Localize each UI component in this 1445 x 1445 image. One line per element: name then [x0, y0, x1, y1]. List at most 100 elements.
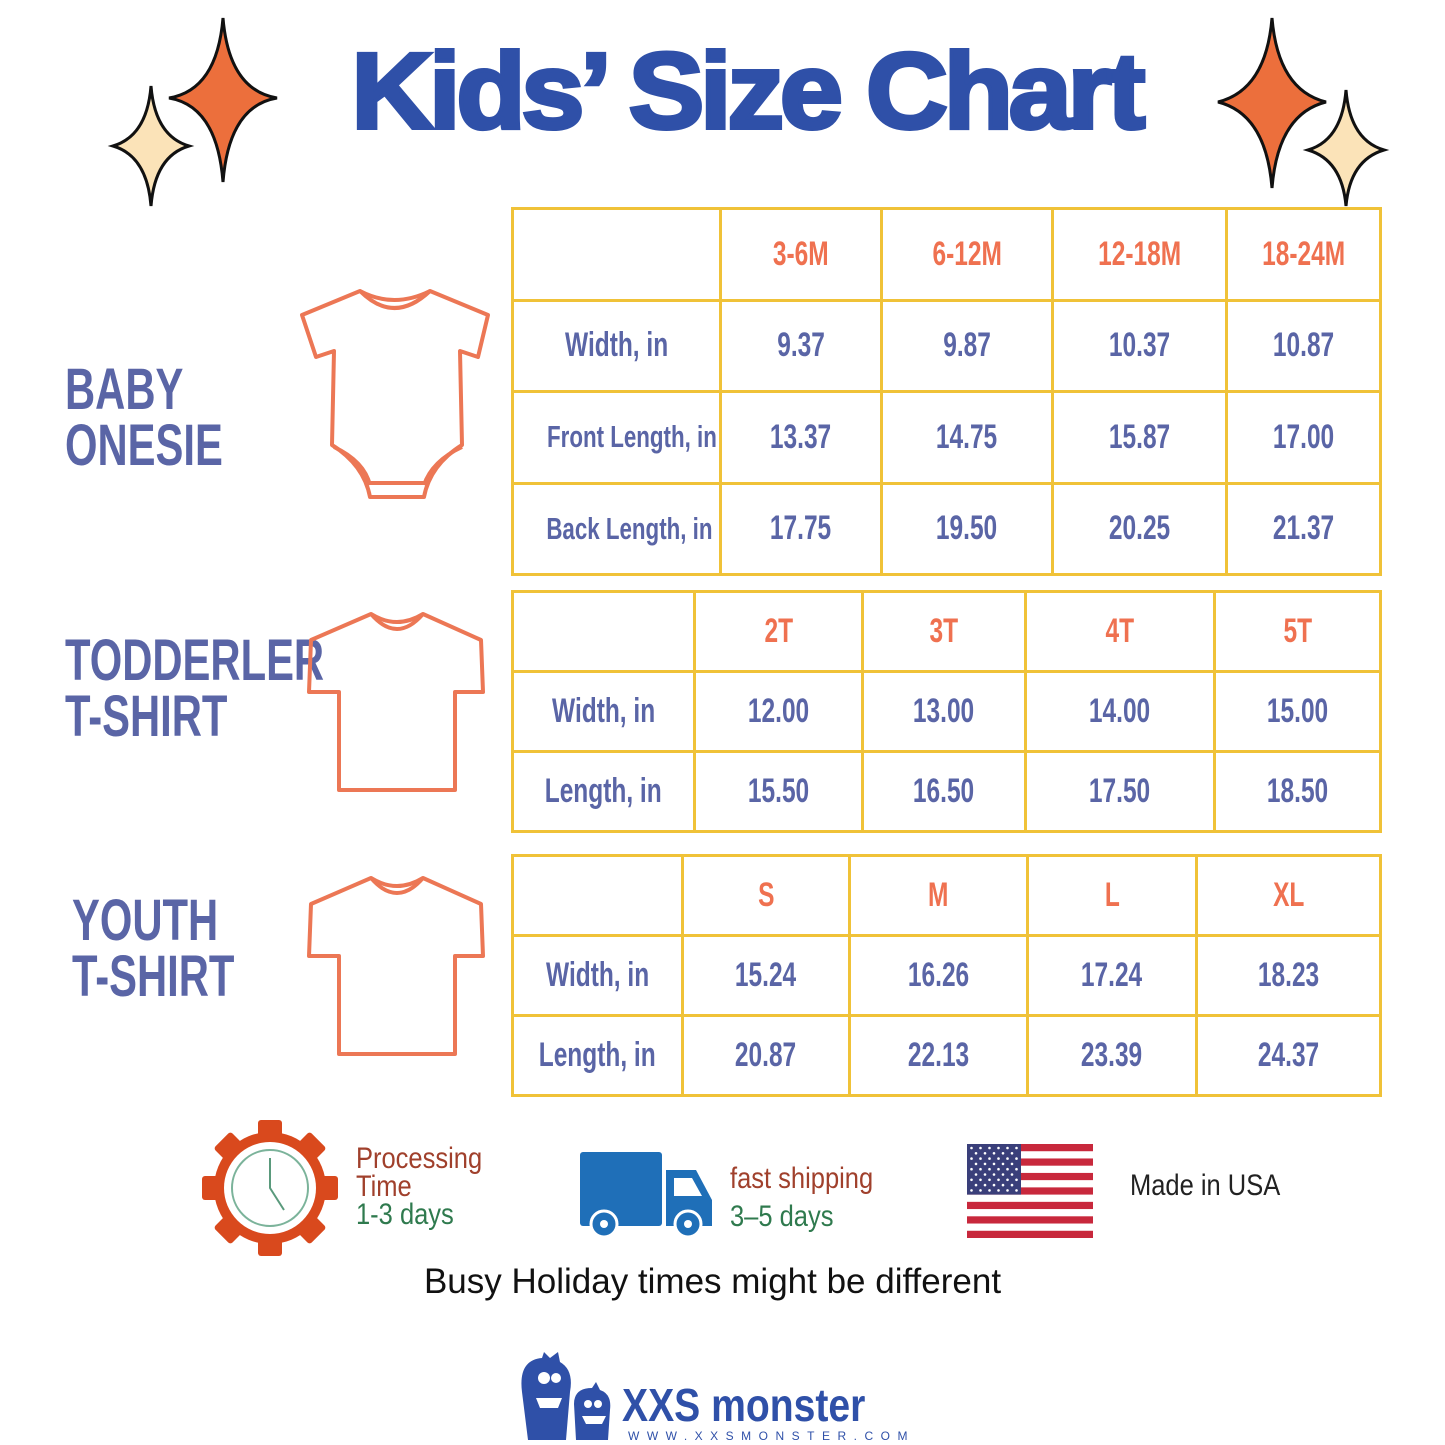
measurement-value: 13.37 — [770, 417, 832, 456]
measurement-value: 15.24 — [735, 956, 797, 994]
size-header-row: S M L XL — [511, 854, 1382, 937]
size-header-cell: 2T — [693, 590, 864, 673]
measurement-value: 15.50 — [747, 772, 810, 810]
size-header-cell: 4T — [1024, 590, 1216, 673]
processing-time-text: Processing Time 1-3 days — [356, 1142, 483, 1231]
measurement-label: Back Length, in — [546, 510, 713, 546]
size-header-cell: M — [848, 854, 1029, 937]
size-header-cell: 5T — [1213, 590, 1382, 673]
measurement-value: 14.00 — [1089, 692, 1151, 730]
size-header-cell: 6-12M — [880, 207, 1054, 302]
section-label-line: T-SHIRT — [72, 944, 235, 1009]
measurement-label-cell: Width, in — [511, 298, 722, 393]
measurement-cell: 9.37 — [719, 298, 883, 393]
holiday-note: Busy Holiday times might be different — [423, 1262, 1002, 1301]
measurement-cell: 10.87 — [1225, 298, 1382, 393]
measurement-value: 10.87 — [1272, 326, 1335, 365]
measurement-cell: 21.37 — [1225, 481, 1382, 576]
measurement-cell: 19.50 — [880, 481, 1054, 576]
section-label-line: ONESIE — [65, 413, 223, 478]
measurement-cell: 13.00 — [861, 670, 1027, 753]
brand-name: XXS monster — [622, 1379, 866, 1431]
size-header-cell: 3-6M — [719, 207, 883, 302]
table-row: Width, in 12.00 13.00 14.00 15.00 — [511, 670, 1382, 753]
empty-corner-cell — [511, 854, 684, 937]
gear-clock-icon — [202, 1120, 338, 1256]
measurement-cell: 24.37 — [1195, 1014, 1382, 1097]
table-row: Length, in 15.50 16.50 17.50 18.50 — [511, 750, 1382, 833]
measurement-cell: 10.37 — [1051, 298, 1228, 393]
table-row: Width, in 15.24 16.26 17.24 18.23 — [511, 934, 1382, 1017]
measurement-value: 16.26 — [907, 956, 970, 994]
measurement-value: 14.75 — [936, 417, 998, 456]
brand-url: WWW.XXSMONSTER.COM — [628, 1429, 915, 1443]
size-header-cell: 3T — [861, 590, 1027, 673]
measurement-value: 21.37 — [1272, 509, 1335, 548]
measurement-cell: 16.26 — [848, 934, 1029, 1017]
measurement-value: 10.37 — [1108, 326, 1171, 365]
size-label: 3T — [929, 612, 959, 650]
section-label-youth-tshirt: YOUTH T-SHIRT — [72, 888, 235, 1009]
measurement-label: Width, in — [564, 326, 669, 365]
measurement-label: Front Length, in — [547, 419, 717, 455]
measurement-value: 9.87 — [943, 326, 991, 365]
measurement-label: Width, in — [545, 956, 650, 994]
size-header-row: 3-6M 6-12M 12-18M 18-24M — [511, 207, 1382, 302]
tshirt-icon — [307, 612, 485, 792]
measurement-value: 9.37 — [777, 326, 825, 365]
size-header-cell: XL — [1195, 854, 1382, 937]
shipping-days: 3–5 days — [730, 1200, 834, 1233]
measurement-value: 13.00 — [913, 692, 975, 730]
measurement-cell: 17.75 — [719, 481, 883, 576]
section-label-line: YOUTH — [72, 888, 219, 953]
empty-corner-cell — [511, 207, 722, 302]
size-table-baby-onesie: 3-6M 6-12M 12-18M 18-24M Width, in 9.37 9.87 10… — [511, 207, 1382, 576]
measurement-cell: 20.25 — [1051, 481, 1228, 576]
measurement-cell: 18.50 — [1213, 750, 1382, 833]
size-table-toddler-tshirt: 2T 3T 4T 5T Width, in 12.00 13.00 14.00 15.00 Len… — [511, 590, 1382, 833]
sparkle-stars-left-icon — [107, 17, 278, 207]
size-label: M — [928, 876, 949, 914]
measurement-cell: 17.50 — [1024, 750, 1216, 833]
measurement-value: 17.00 — [1272, 417, 1335, 456]
onesie-icon — [300, 289, 490, 499]
measurement-value: 22.13 — [907, 1036, 970, 1074]
measurement-label-cell: Back Length, in — [511, 481, 722, 576]
size-label: XL — [1272, 876, 1305, 914]
measurement-value: 20.25 — [1108, 509, 1171, 548]
size-label: S — [757, 876, 775, 914]
processing-days: 1-3 days — [356, 1198, 454, 1231]
measurement-cell: 22.13 — [848, 1014, 1029, 1097]
measurement-label: Width, in — [551, 692, 656, 730]
size-label: 5T — [1283, 612, 1312, 650]
section-label-baby-onesie: BABY ONESIE — [65, 357, 223, 478]
measurement-label-cell: Length, in — [511, 1014, 684, 1097]
measurement-label-cell: Width, in — [511, 934, 684, 1017]
table-row: Length, in 20.87 22.13 23.39 24.37 — [511, 1014, 1382, 1097]
processing-line: Processing — [356, 1142, 483, 1175]
table-row: Width, in 9.37 9.87 10.37 10.87 — [511, 298, 1382, 393]
measurement-value: 19.50 — [936, 509, 998, 548]
measurement-label-cell: Front Length, in — [511, 390, 722, 485]
measurement-label: Length, in — [539, 1036, 656, 1074]
size-header-cell: 12-18M — [1051, 207, 1228, 302]
measurement-cell: 18.23 — [1195, 934, 1382, 1017]
table-row: Front Length, in 13.37 14.75 15.87 17.00 — [511, 390, 1382, 485]
measurement-value: 24.37 — [1257, 1036, 1320, 1074]
size-label: 3-6M — [773, 234, 829, 273]
measurement-value: 15.87 — [1108, 417, 1171, 456]
section-label-line: BABY — [65, 357, 184, 422]
measurement-cell: 23.39 — [1026, 1014, 1198, 1097]
measurement-cell: 9.87 — [880, 298, 1054, 393]
monster-logo-icon — [521, 1352, 611, 1440]
page-title: Kids’ Size Chart — [349, 28, 1147, 153]
measurement-cell: 13.37 — [719, 390, 883, 485]
section-label-toddler-tshirt: TODDERLER T-SHIRT — [65, 632, 324, 746]
measurement-cell: 17.00 — [1225, 390, 1382, 485]
measurement-value: 23.39 — [1081, 1036, 1143, 1074]
measurement-value: 16.50 — [913, 772, 975, 810]
measurement-cell: 14.00 — [1024, 670, 1216, 753]
measurement-value: 18.50 — [1266, 772, 1329, 810]
size-label: L — [1104, 876, 1120, 914]
measurement-cell: 16.50 — [861, 750, 1027, 833]
